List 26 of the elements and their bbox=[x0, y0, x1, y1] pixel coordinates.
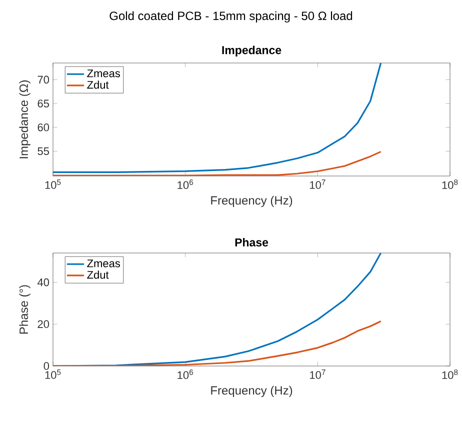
y-axis-title: Impedance (Ω) bbox=[19, 80, 30, 158]
x-tick-label: 10$^{8}$ bbox=[442, 180, 458, 189]
y-tick-label: 40 bbox=[37, 278, 50, 286]
x-tick-label: 10$^{7}$ bbox=[310, 370, 326, 379]
y-tick-label: 20 bbox=[38, 320, 50, 328]
legend-label: Zmeas bbox=[87, 260, 120, 268]
legend-label: Zdut bbox=[87, 80, 109, 89]
y-tick-label: 55 bbox=[38, 147, 50, 156]
y-tick-label: 60 bbox=[38, 123, 50, 132]
legend-label: Zmeas bbox=[87, 70, 120, 78]
x-axis-title: Frequency (Hz) bbox=[211, 386, 292, 398]
x-tick-label: 10$^{5}$ bbox=[45, 370, 61, 379]
y-tick-label: 0 bbox=[44, 362, 50, 370]
x-tick-label: 10$^{6}$ bbox=[178, 180, 194, 189]
chart-title: Gold coated PCB - 15mm spacing - 50 Ω load bbox=[110, 11, 352, 22]
y-tick-label: 65 bbox=[38, 100, 50, 108]
chart-title: Phase bbox=[235, 238, 268, 246]
y-axis-title: Phase (°) bbox=[19, 285, 30, 334]
x-tick-label: 10$^{5}$ bbox=[45, 180, 61, 189]
x-tick-label: 10$^{8}$ bbox=[442, 370, 458, 379]
chart-subtitle: Impedance bbox=[222, 46, 282, 56]
y-tick-label: 70 bbox=[38, 76, 50, 84]
legend-label: Zdut bbox=[87, 270, 109, 279]
x-axis-title: Frequency (Hz) bbox=[211, 196, 292, 208]
x-tick-label: 10$^{7}$ bbox=[310, 180, 326, 189]
x-tick-label: 10$^{6}$ bbox=[178, 370, 194, 379]
